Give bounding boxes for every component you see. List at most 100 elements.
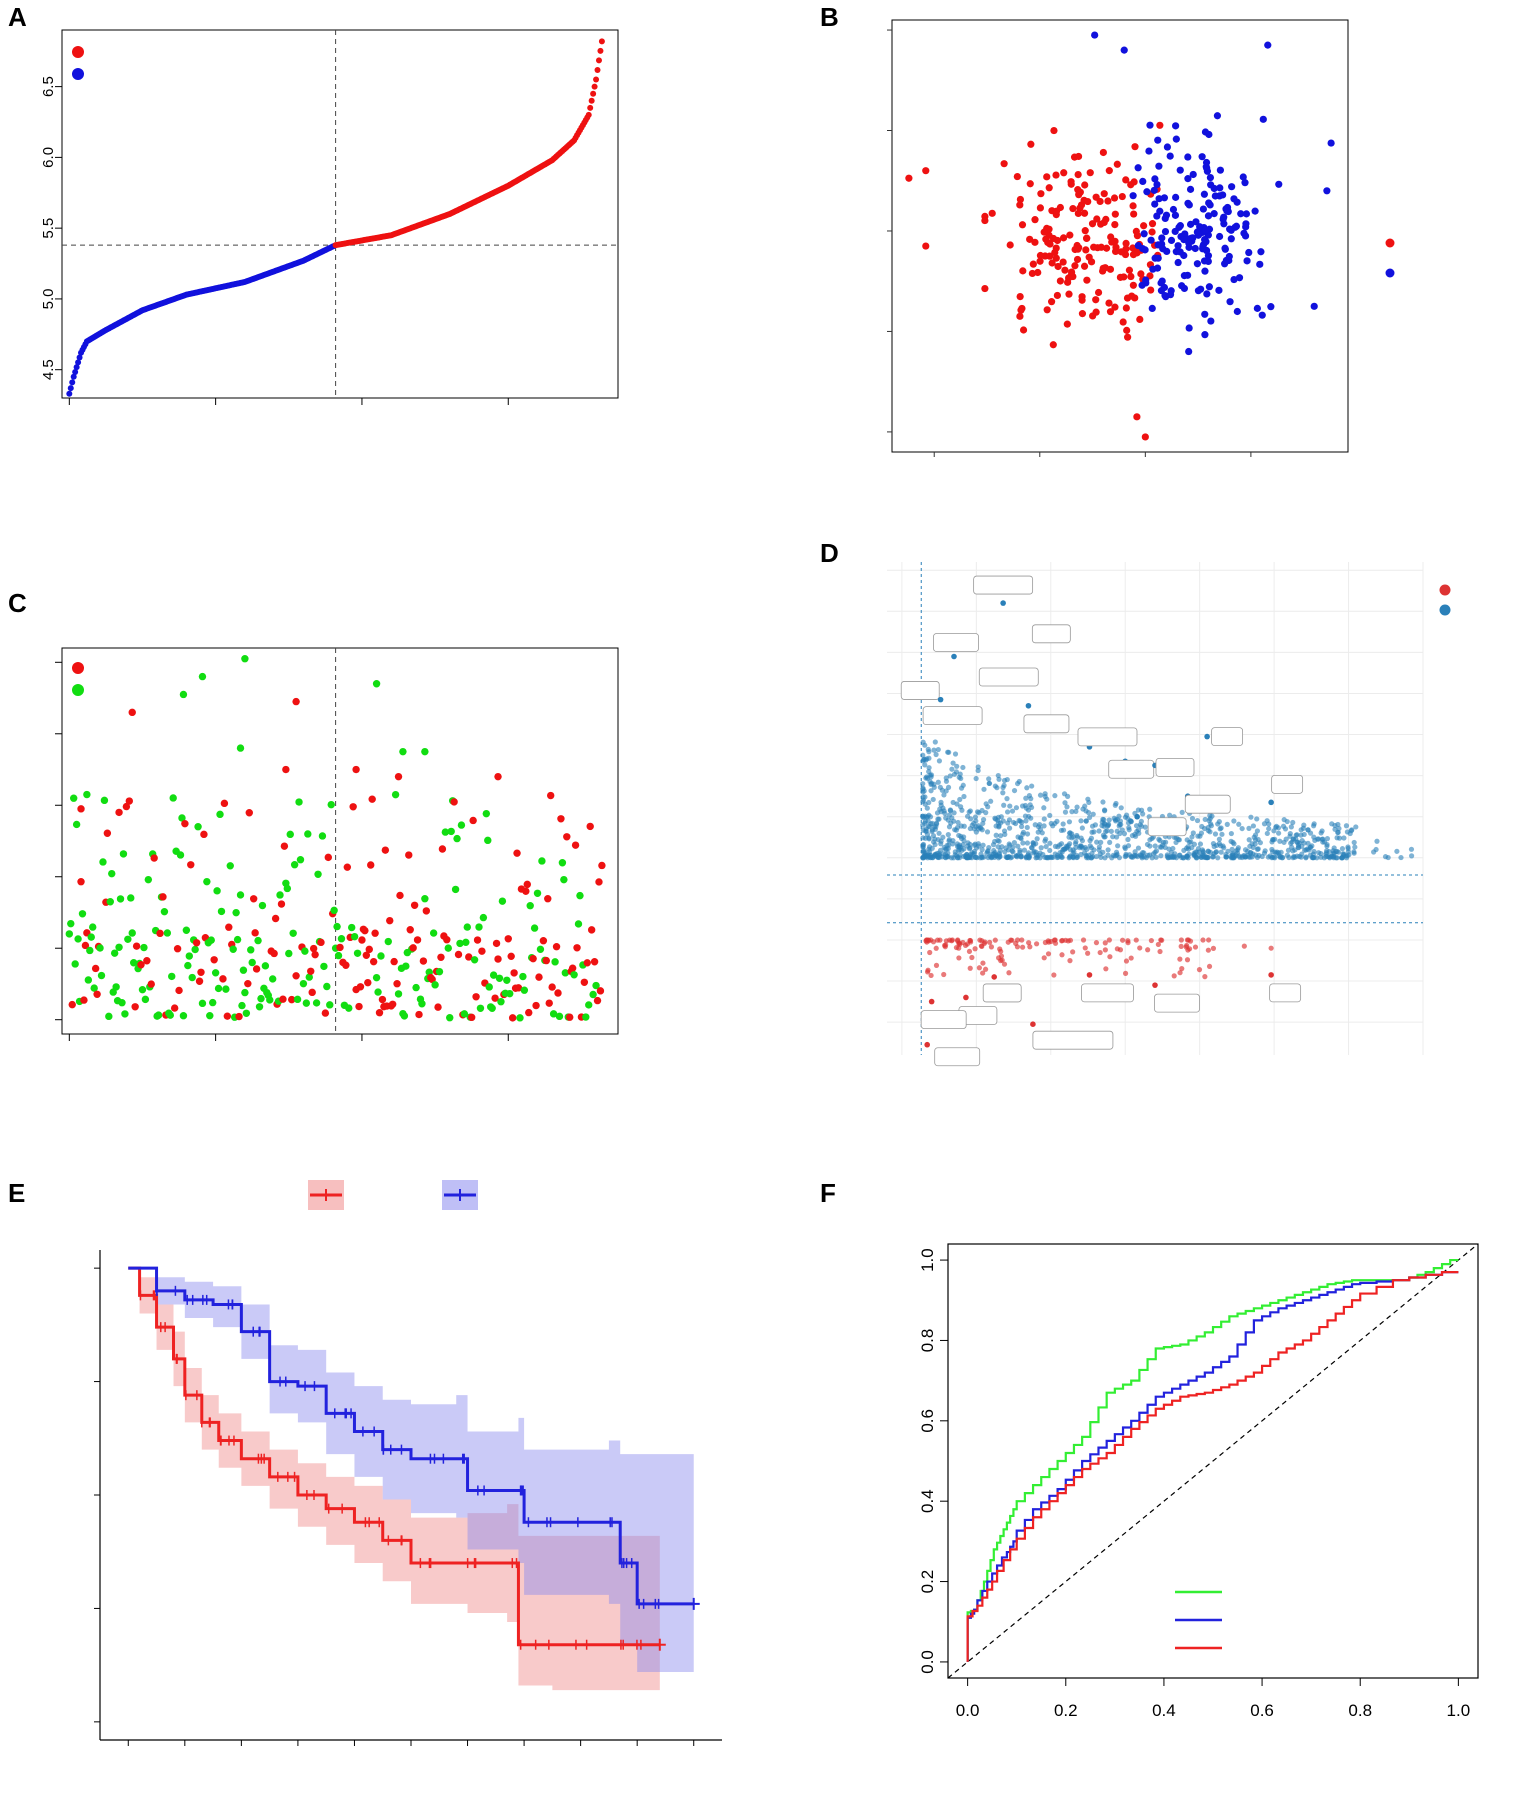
alive-point	[489, 971, 498, 979]
up-regulated-point	[1314, 855, 1320, 861]
pca-point-high	[1122, 304, 1130, 312]
dead-point	[367, 861, 375, 869]
y-tick-label: 6.0	[40, 147, 57, 168]
dead-point	[68, 1000, 76, 1009]
y-tick-label: 0.0	[918, 1650, 937, 1674]
dead-point	[235, 1012, 243, 1021]
alive-point	[257, 994, 265, 1003]
up-regulated-point	[1096, 828, 1102, 834]
up-regulated-point	[1132, 849, 1138, 855]
up-regulated-point	[1018, 823, 1025, 830]
up-regulated-point	[920, 781, 926, 787]
pca-point-low	[1207, 181, 1215, 189]
alive-point	[516, 1014, 524, 1022]
alive-point	[182, 926, 191, 934]
pca-point-high	[1065, 290, 1073, 298]
alive-point	[299, 979, 308, 988]
pca-point-low	[1198, 153, 1206, 161]
pca-point-low	[1257, 248, 1265, 256]
up-regulated-point	[937, 696, 944, 703]
alive-point	[482, 809, 491, 818]
up-regulated-point	[1280, 823, 1287, 829]
up-regulated-point	[1254, 828, 1261, 834]
risk-point	[597, 47, 604, 54]
pca-point-high	[1081, 181, 1089, 189]
down-regulated-point	[1065, 938, 1071, 944]
alive-point	[185, 952, 193, 960]
pca-point-low	[1193, 228, 1201, 236]
up-regulated-point	[1100, 799, 1106, 805]
up-regulated-point	[1078, 818, 1084, 824]
pca-point-high	[1106, 308, 1115, 316]
pca-point-high	[1122, 176, 1130, 184]
up-regulated-point	[985, 804, 991, 810]
down-regulated-point	[1268, 972, 1274, 978]
alive-point	[479, 913, 488, 922]
up-regulated-point	[1047, 854, 1053, 860]
up-regulated-point	[1066, 819, 1073, 825]
up-regulated-point	[961, 838, 967, 844]
dead-point	[514, 984, 523, 992]
pca-point-low	[1176, 222, 1184, 230]
alive-point	[213, 887, 221, 895]
up-regulated-point	[1311, 823, 1317, 829]
alive-point	[67, 919, 75, 928]
dead-point	[590, 958, 599, 966]
up-regulated-point	[1086, 799, 1092, 806]
pca-point-high	[981, 284, 989, 293]
up-regulated-point	[979, 807, 985, 814]
up-regulated-point	[1205, 849, 1212, 855]
pca-point-high	[1048, 298, 1056, 306]
alive-point	[350, 932, 359, 941]
dead-point	[428, 975, 436, 984]
down-regulated-point	[1171, 973, 1177, 979]
pca-point-high	[922, 167, 930, 175]
alive-point	[211, 969, 220, 977]
pca-point-high	[1080, 262, 1089, 270]
dead-point	[244, 979, 252, 988]
pca-point-high	[1056, 277, 1064, 285]
up-regulated-point	[1100, 816, 1106, 822]
alive-point	[198, 999, 207, 1008]
up-regulated-point	[1211, 843, 1217, 850]
up-regulated-point	[1123, 812, 1130, 818]
pca-point-low	[1169, 205, 1178, 214]
up-regulated-point	[1261, 821, 1268, 827]
alive-point	[203, 877, 211, 886]
dead-point	[419, 957, 428, 965]
legend-marker	[72, 684, 84, 696]
up-regulated-point	[1047, 840, 1053, 846]
pca-point-low	[1091, 31, 1099, 39]
pca-point-high	[1130, 178, 1138, 186]
up-regulated-point	[940, 834, 946, 840]
up-regulated-point	[1074, 804, 1080, 810]
down-regulated-point	[1070, 949, 1076, 955]
pca-point-high	[1042, 235, 1050, 243]
dead-point	[491, 994, 499, 1002]
down-regulated-point	[1114, 946, 1120, 952]
dead-point	[507, 952, 515, 961]
roc-curve-3-year	[966, 1271, 1459, 1662]
up-regulated-point	[1087, 814, 1093, 820]
risk-point	[594, 66, 601, 73]
up-regulated-point	[1269, 839, 1275, 845]
alive-point	[261, 962, 270, 970]
pca-point-low	[1206, 201, 1214, 209]
down-regulated-point	[1145, 947, 1151, 953]
up-regulated-point	[1126, 824, 1132, 831]
pca-point-high	[1043, 306, 1051, 314]
pca-point-low	[1241, 179, 1249, 187]
pca-point-high	[1051, 248, 1059, 257]
dead-point	[358, 936, 366, 944]
dead-point	[388, 1000, 397, 1008]
up-regulated-point	[1278, 849, 1284, 855]
dead-point	[321, 1009, 330, 1017]
dead-point	[125, 797, 134, 805]
dead-point	[542, 956, 551, 965]
up-regulated-point	[975, 823, 981, 829]
alive-point	[128, 929, 136, 937]
risk-point	[66, 390, 73, 397]
down-regulated-point	[1097, 949, 1103, 956]
down-regulated-point	[1006, 970, 1012, 976]
dead-point	[349, 803, 357, 811]
